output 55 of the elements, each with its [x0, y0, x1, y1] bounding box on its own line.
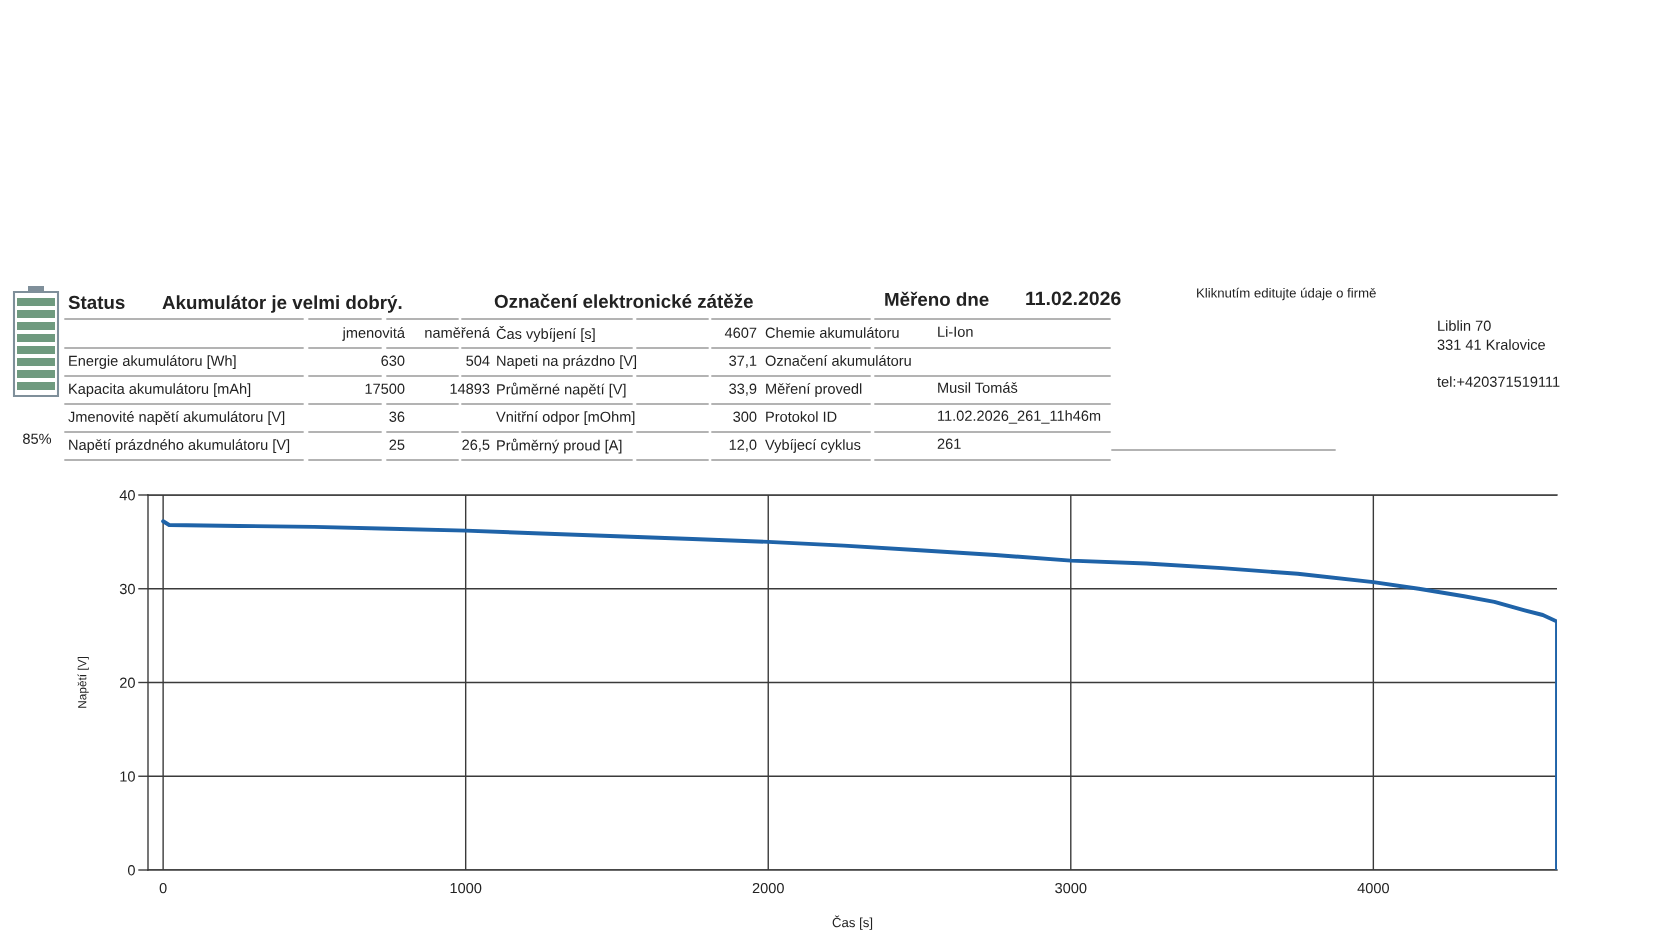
- text: Vybíjecí cyklus: [765, 439, 861, 453]
- text: 25: [389, 439, 405, 450]
- text: Chemie akumulátoru: [765, 327, 899, 338]
- text: Vnitřní odpor [mOhm]: [496, 411, 635, 425]
- text: 33,9: [729, 383, 757, 396]
- y-tick-label: 20: [120, 677, 135, 688]
- y-axis-title: Napětí [V]: [77, 657, 89, 708]
- text: 17500: [365, 383, 405, 394]
- text: 4607: [724, 327, 757, 338]
- text: 26,5: [462, 439, 490, 452]
- text: Průměrné napětí [V]: [497, 382, 626, 398]
- text: Kapacita akumulátoru [mAh]: [69, 383, 251, 397]
- text: Čas vybíjení [s]: [496, 326, 595, 342]
- x-tick-label: 3000: [1055, 882, 1087, 894]
- text: Napeti na prázdno [V]: [497, 355, 637, 369]
- y-tick-label: 0: [127, 865, 135, 876]
- text: Napětí prázdného akumulátoru [V]: [69, 439, 290, 453]
- y-tick-label: 30: [119, 583, 135, 595]
- text: 261: [937, 438, 961, 449]
- text: 37,1: [729, 355, 757, 368]
- text: Měřeno dne: [885, 291, 989, 307]
- x-tick-label: 0: [159, 882, 167, 894]
- x-tick-label: 1000: [450, 882, 482, 894]
- text: Měření provedl: [766, 383, 862, 397]
- text: 630: [381, 355, 405, 366]
- text: Označení elektronické zátěže: [494, 293, 753, 309]
- text: Status: [68, 295, 125, 310]
- x-tick-label: 2000: [752, 882, 784, 894]
- text: Kliknutím editujte údaje o firmě: [1197, 287, 1376, 301]
- text: jmenovitá: [342, 327, 405, 341]
- text: 85%: [23, 433, 52, 444]
- y-tick-label: 10: [120, 771, 135, 782]
- x-axis-title: Čas [s]: [832, 915, 873, 930]
- text: 11.02.2026: [1026, 291, 1121, 306]
- text: Energie akumulátoru [Wh]: [69, 355, 236, 369]
- text: Akumulátor je velmi dobrý.: [162, 295, 402, 313]
- x-tick-label: 4000: [1357, 882, 1389, 894]
- text: 14893: [450, 383, 490, 394]
- text: 11.02.2026_261_11h46m: [938, 410, 1101, 424]
- text: 12,0: [729, 439, 757, 452]
- text: Jmenovité napětí akumulátoru [V]: [68, 411, 285, 425]
- text: 300: [733, 411, 757, 422]
- text: Liblin 70: [1438, 320, 1491, 331]
- text: naměřená: [425, 327, 491, 338]
- text: Musil Tomáš: [938, 382, 1018, 393]
- text: Průměrný proud [A]: [497, 438, 622, 454]
- text: Protokol ID: [766, 411, 837, 422]
- text: 36: [389, 411, 405, 422]
- text: Označení akumulátoru: [765, 355, 911, 366]
- text: 504: [466, 355, 490, 366]
- line-series: [161, 519, 1557, 870]
- y-tick-label: 40: [119, 490, 135, 501]
- text: Li-Ion: [938, 326, 973, 337]
- text: tel:+420371519111: [1437, 376, 1560, 387]
- text: 331 41 Kralovice: [1437, 339, 1545, 350]
